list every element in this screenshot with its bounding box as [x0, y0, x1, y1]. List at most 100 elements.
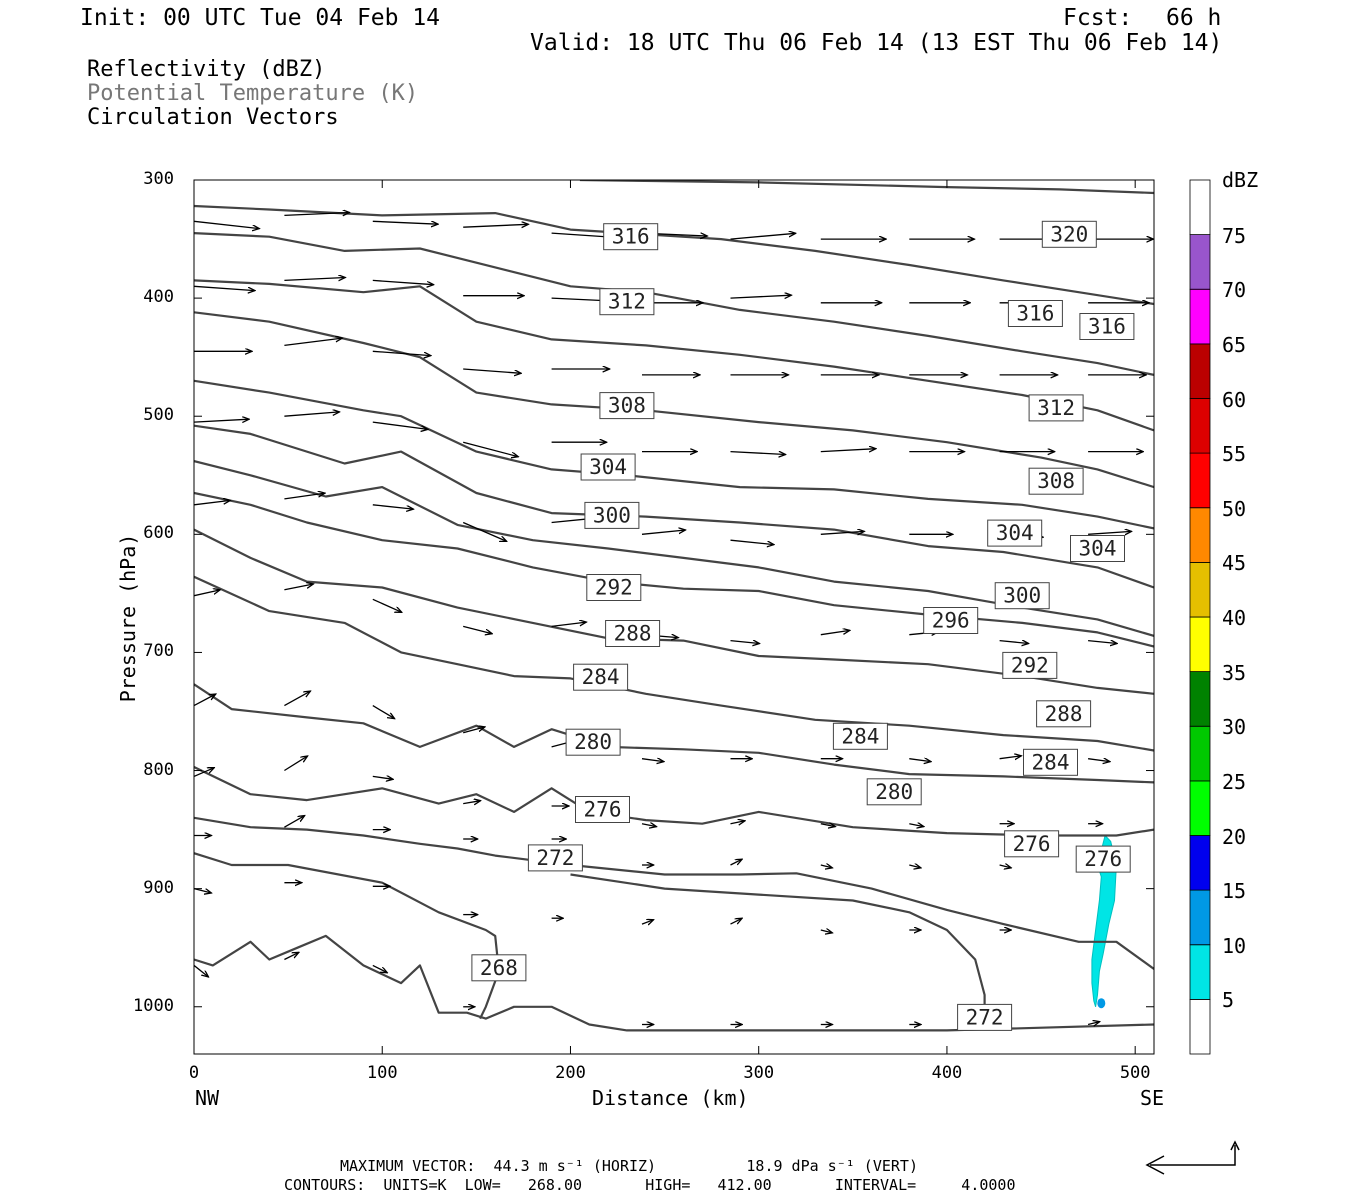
colorbar-level-label: 25	[1222, 769, 1247, 794]
circulation-vector	[194, 768, 214, 777]
circulation-vector	[820, 449, 876, 452]
circulation-vector	[909, 824, 924, 827]
circulation-vector	[909, 759, 931, 762]
contour-label: 296	[923, 607, 979, 634]
y-tick-label: 600	[143, 523, 174, 544]
contour-label-text: 320	[1050, 222, 1088, 246]
contour-label: 308	[1028, 467, 1084, 495]
circulation-vector	[284, 338, 342, 347]
colorbar-level-label: 5	[1222, 988, 1235, 1013]
contour-label: 288	[1036, 700, 1092, 728]
contour-label: 312	[1028, 394, 1084, 422]
colorbar-segment	[1189, 507, 1211, 563]
contour-label-text: 308	[608, 394, 646, 418]
circulation-vector	[463, 368, 521, 373]
colorbar-segment	[1189, 562, 1211, 618]
circulation-vector	[730, 821, 746, 824]
colorbar-level-label: 10	[1222, 933, 1247, 958]
contour-label: 304	[580, 453, 636, 481]
circulation-vector	[194, 887, 211, 893]
contour-label-text: 280	[574, 730, 612, 754]
circulation-vector	[999, 641, 1029, 644]
contour-label: 312	[599, 288, 655, 316]
contour-label-text: 288	[614, 622, 652, 646]
colorbar-segment	[1189, 398, 1211, 454]
circulation-vector	[463, 727, 485, 734]
contour-label-text: 276	[1013, 832, 1051, 856]
colorbar-segment	[1189, 999, 1211, 1055]
circulation-vector	[641, 530, 686, 535]
colorbar-segment	[1189, 452, 1211, 509]
colorbar-level-label: 65	[1222, 332, 1247, 357]
circulation-vector	[730, 859, 743, 866]
circulation-vector	[909, 865, 921, 868]
contour-label: 308	[599, 392, 655, 420]
terrain-line	[194, 934, 1154, 1032]
circulation-vector	[372, 350, 431, 355]
contour-label-text: 316	[612, 225, 650, 249]
circulation-vector	[284, 691, 310, 707]
circulation-vector	[372, 421, 428, 429]
contour-label: 304	[987, 519, 1043, 547]
colorbar-segment	[1189, 725, 1211, 782]
colorbar-level-label: 70	[1222, 278, 1247, 303]
circulation-vector	[284, 493, 325, 500]
contour-label-text: 312	[608, 290, 646, 314]
circulation-vector	[372, 279, 434, 284]
colorbar-segment	[1189, 179, 1211, 235]
y-axis-label: Pressure (hPa)	[116, 533, 140, 703]
colorbar-segment	[1189, 616, 1211, 672]
contour-label-text: 316	[1016, 302, 1054, 326]
contour-label-text: 280	[875, 780, 913, 804]
circulation-vector	[730, 918, 743, 925]
legend-circulation-vectors: Circulation Vectors	[87, 105, 339, 130]
forecast-label: Fcst:	[1063, 5, 1133, 31]
x-axis-left-end-label: NW	[195, 1086, 220, 1110]
contour-label-text: 276	[584, 798, 622, 822]
circulation-vector	[730, 641, 760, 644]
circulation-vector	[820, 630, 850, 636]
contour-label-text: 292	[595, 576, 633, 600]
theta-contour-268	[194, 852, 500, 1020]
contour-label: 276	[1075, 845, 1131, 873]
contour-label-text: 300	[593, 503, 631, 527]
circulation-vector	[284, 584, 313, 591]
circulation-vector	[372, 220, 438, 224]
colorbar-segment	[1189, 671, 1211, 727]
theta-contour-320	[579, 180, 1154, 195]
circulation-vector	[641, 759, 664, 762]
contour-label-text: 304	[1079, 537, 1117, 561]
colorbar-level-label: 15	[1222, 879, 1247, 904]
circulation-vector	[284, 278, 345, 281]
contour-label: 316	[603, 223, 659, 251]
circulation-vector	[730, 233, 796, 240]
contour-label: 276	[575, 796, 630, 823]
x-tick-label: 400	[931, 1063, 963, 1083]
circulation-vector	[463, 441, 518, 457]
contour-label-text: 284	[841, 724, 879, 748]
circulation-vector	[194, 964, 209, 977]
colorbar-segment	[1189, 288, 1211, 345]
y-tick-label: 700	[143, 641, 174, 662]
colorbar-level-label: 30	[1222, 715, 1247, 740]
contour-label: 300	[994, 582, 1050, 610]
contour-label-text: 284	[582, 665, 620, 689]
contour-label-text: 308	[1037, 469, 1075, 493]
contour-label-text: 284	[1032, 750, 1070, 774]
circulation-vector	[820, 865, 833, 868]
max-vector-info: MAXIMUM VECTOR: 44.3 m s⁻¹ (HORIZ) 18.9 …	[340, 1157, 918, 1175]
colorbar-level-label: 60	[1222, 387, 1247, 412]
contour-label: 300	[584, 501, 640, 529]
contour-label: 284	[832, 722, 888, 750]
contour-label-text: 272	[536, 846, 574, 870]
circulation-vector	[194, 500, 230, 506]
x-axis-right-end-label: SE	[1140, 1086, 1165, 1110]
forecast-hour: 66 h	[1166, 5, 1222, 31]
circulation-vector	[1087, 1022, 1100, 1025]
colorbar-level-label: 20	[1222, 824, 1247, 849]
circulation-vector	[284, 412, 339, 417]
reference-vector-icon	[1145, 1140, 1240, 1175]
circulation-vector	[372, 598, 402, 612]
contour-label: 292	[1002, 651, 1058, 679]
